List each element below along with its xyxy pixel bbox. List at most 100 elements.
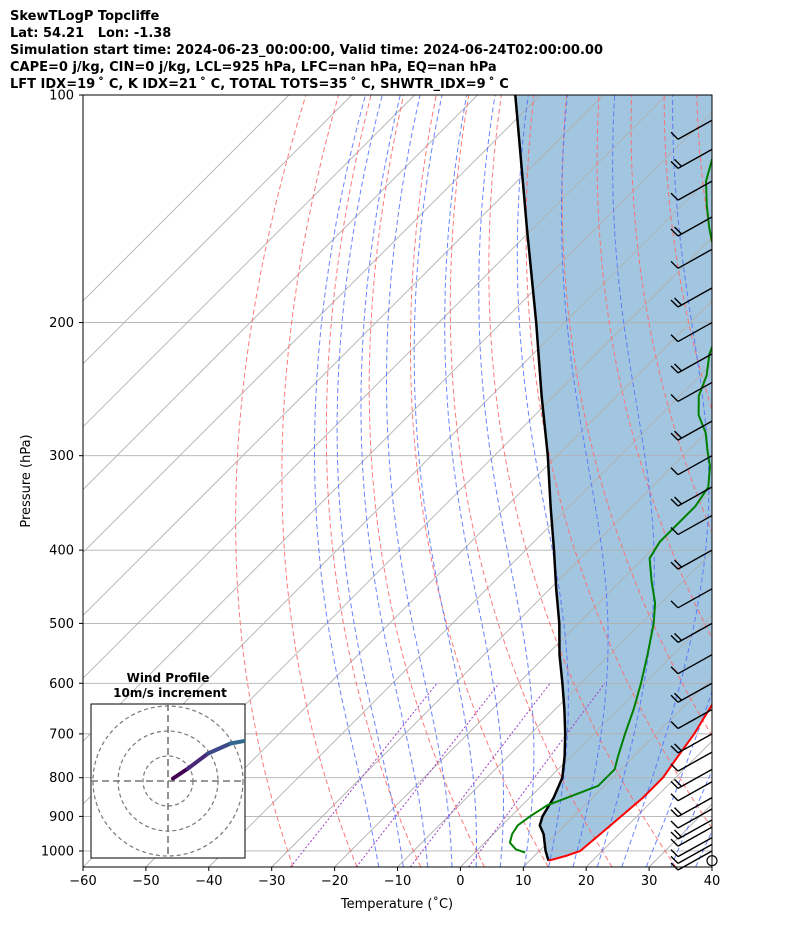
wind-barb-staff <box>677 486 713 507</box>
x-tick-label: −20 <box>321 874 348 889</box>
mixing-ratio-line <box>409 682 551 867</box>
wind-barb <box>670 486 713 507</box>
wind-barb-flag <box>674 363 682 372</box>
y-tick-label: 1000 <box>41 844 74 859</box>
wind-barb <box>670 654 713 675</box>
indices-line-1: CAPE=0 j/kg, CIN=0 j/kg, LCL=925 hPa, LF… <box>10 60 497 75</box>
wind-barb-staff <box>677 682 713 703</box>
wind-barb-flag <box>670 838 679 847</box>
hodograph-trace-segment <box>331 686 334 696</box>
wind-barb-flag <box>670 862 679 871</box>
indices-line-2: LFT IDX=19 ˚ C, K IDX=21 ˚ C, TOTAL TOTS… <box>10 77 509 92</box>
wind-barb-flag <box>670 600 679 609</box>
x-tick-label: −30 <box>258 874 285 889</box>
chart-header: SkewTLogP Topcliffe Lat: 54.21 Lon: -1.3… <box>10 8 603 93</box>
hodograph-trace-segment <box>328 696 333 706</box>
isotherm-line <box>271 426 712 867</box>
hodograph-trace-segment <box>206 741 233 756</box>
wind-barb-staff <box>677 148 713 169</box>
y-tick-label: 900 <box>49 810 74 825</box>
dry-adiabat <box>410 95 549 867</box>
wind-barb-staff <box>677 836 713 858</box>
wind-barb-flag <box>674 778 682 787</box>
mixing-ratio-line <box>290 682 438 867</box>
wind-barb-flag <box>670 820 679 829</box>
wind-barb-flag <box>670 855 679 864</box>
wind-barb-flag <box>674 297 682 306</box>
wind-barb-staff <box>677 708 713 730</box>
wind-barb-staff <box>677 514 713 536</box>
x-tick-label: −40 <box>195 874 222 889</box>
isotherm-line <box>83 95 667 679</box>
wind-barb-staff <box>677 843 713 864</box>
wind-barb <box>670 549 713 570</box>
y-tick-label: 600 <box>49 677 74 692</box>
wind-barb-flag <box>670 721 679 730</box>
chart-title: SkewTLogP Topcliffe <box>10 9 160 24</box>
parcel-profile-line <box>514 95 567 862</box>
isotherm-line <box>83 111 712 742</box>
wind-barb-staff <box>677 180 713 201</box>
dry-adiabat <box>596 95 712 640</box>
dewpoint-profile-line <box>508 156 712 854</box>
wind-barb-flag <box>670 393 679 402</box>
x-tick-label: −60 <box>69 874 96 889</box>
wind-barb-staff <box>677 654 713 675</box>
wind-barb-flag <box>670 793 679 802</box>
y-tick-label: 400 <box>49 544 74 559</box>
temperature-profile-line <box>548 703 712 862</box>
hodograph-plot <box>91 686 334 858</box>
wind-barb-staff <box>677 420 713 441</box>
isotherm-line <box>775 95 794 867</box>
moist-adiabat <box>413 95 477 867</box>
wind-barb <box>670 808 713 829</box>
y-tick-label: 800 <box>49 771 74 786</box>
dry-adiabat <box>325 95 422 867</box>
x-axis-label: Temperature (˚C) <box>340 896 453 912</box>
wind-barb-flag <box>670 809 679 818</box>
wind-barb-flag <box>674 807 682 816</box>
wind-barb-staff <box>677 381 713 403</box>
wind-barb-flag <box>670 780 679 789</box>
isotherm-line <box>83 95 478 491</box>
profile-layer <box>508 95 712 862</box>
x-tick-label: 40 <box>704 874 721 889</box>
wind-barb-staff <box>677 826 713 847</box>
moist-adiabat <box>516 95 569 867</box>
wind-barb <box>670 180 713 201</box>
wind-barb <box>670 216 713 237</box>
wind-barb <box>670 514 713 536</box>
wind-barb-flag <box>670 228 679 237</box>
wind-barb-staff <box>677 588 713 609</box>
isotherm-line <box>397 551 712 867</box>
x-tick-label: 20 <box>578 874 595 889</box>
isotherm-line <box>145 300 712 867</box>
moist-adiabat <box>386 95 453 867</box>
dry-adiabat <box>525 95 712 829</box>
wind-barb-flag <box>670 334 679 343</box>
x-tick-label: 10 <box>515 874 532 889</box>
wind-barb-flag <box>670 299 679 308</box>
wind-barb-staff <box>677 768 713 790</box>
wind-barb <box>670 420 713 441</box>
wind-barb-flag <box>670 160 679 169</box>
hodograph-trace-segment <box>258 731 283 739</box>
hodograph-subtitle: 10m/s increment <box>113 686 227 700</box>
moist-adiabat <box>596 95 655 867</box>
wind-barb <box>670 843 713 864</box>
isotherm-line <box>83 95 353 365</box>
wind-barb-flag <box>670 131 679 140</box>
isotherm-line <box>83 95 604 617</box>
wind-barb-flag <box>670 365 679 374</box>
wind-barb <box>670 826 713 847</box>
dry-adiabat <box>281 95 358 867</box>
x-tick-label: 0 <box>456 874 464 889</box>
dry-adiabat <box>449 95 613 867</box>
wind-barb-flag <box>674 158 682 167</box>
wind-barb-staff <box>677 287 713 308</box>
wind-barb-flag <box>670 634 679 643</box>
isotherm-line <box>460 614 712 867</box>
location-line: Lat: 54.21 Lon: -1.38 <box>10 26 172 41</box>
mixing-ratio-line <box>355 682 500 867</box>
